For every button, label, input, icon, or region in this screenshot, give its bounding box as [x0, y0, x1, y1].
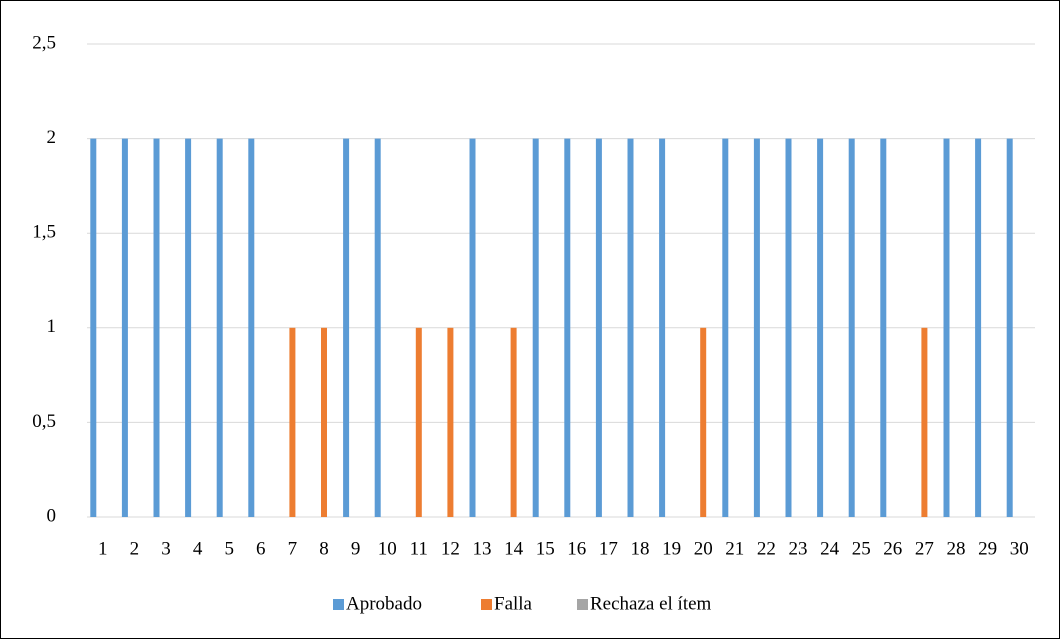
- x-tick-label: 3: [161, 538, 171, 559]
- x-tick-label: 16: [567, 538, 586, 559]
- x-tick-label: 20: [694, 538, 713, 559]
- legend-swatch: [333, 599, 344, 610]
- y-tick-label: 1: [47, 316, 57, 337]
- x-tick-label: 8: [319, 538, 329, 559]
- legend-label: Rechaza el ítem: [590, 593, 712, 614]
- bar: [321, 327, 327, 517]
- x-tick-label: 12: [441, 538, 460, 559]
- x-tick-label: 29: [978, 538, 997, 559]
- legend-label: Falla: [494, 593, 533, 614]
- bar: [374, 138, 381, 517]
- bar: [627, 138, 634, 517]
- x-tick-label: 5: [224, 538, 234, 559]
- bar: [153, 138, 160, 517]
- x-tick-label: 26: [883, 538, 902, 559]
- x-tick-label: 11: [410, 538, 428, 559]
- x-tick-label: 13: [473, 538, 492, 559]
- bar: [848, 138, 855, 517]
- legend-swatch: [481, 599, 492, 610]
- bar: [90, 138, 97, 517]
- bar: [921, 327, 928, 517]
- x-tick-label: 27: [915, 538, 934, 559]
- bar: [659, 138, 666, 517]
- x-tick-label: 7: [288, 538, 298, 559]
- bar: [343, 138, 350, 517]
- x-tick-label: 10: [378, 538, 397, 559]
- x-tick-label: 15: [536, 538, 555, 559]
- y-tick-label: 1,5: [32, 222, 56, 243]
- bar: [785, 138, 792, 517]
- bar: [817, 138, 824, 517]
- legend-label: Aprobado: [346, 593, 422, 614]
- x-tick-label: 19: [662, 538, 681, 559]
- x-tick-label: 28: [947, 538, 966, 559]
- bar: [975, 138, 982, 517]
- bar: [595, 138, 602, 517]
- bar: [510, 327, 517, 517]
- x-tick-label: 18: [631, 538, 650, 559]
- y-tick-label: 0: [47, 505, 57, 526]
- x-tick-label: 4: [193, 538, 203, 559]
- x-tick-label: 22: [757, 538, 776, 559]
- legend-swatch: [577, 599, 588, 610]
- x-tick-label: 24: [820, 538, 840, 559]
- x-tick-label: 6: [256, 538, 266, 559]
- bar: [943, 138, 950, 517]
- x-tick-label: 30: [1010, 538, 1029, 559]
- x-tick-label: 2: [130, 538, 140, 559]
- x-tick-label: 25: [852, 538, 871, 559]
- bar: [415, 327, 422, 517]
- bar: [447, 327, 454, 517]
- bar: [722, 138, 729, 517]
- x-tick-label: 23: [789, 538, 808, 559]
- bar: [880, 138, 887, 517]
- bar: [700, 327, 707, 517]
- bar: [185, 138, 192, 517]
- bar: [289, 327, 296, 517]
- bar: [753, 138, 760, 517]
- x-tick-label: 9: [351, 538, 361, 559]
- bar: [532, 138, 539, 517]
- bar: [216, 138, 223, 517]
- x-tick-label: 21: [725, 538, 744, 559]
- y-tick-label: 0,5: [32, 411, 56, 432]
- bar: [564, 138, 571, 517]
- bar: [1006, 138, 1013, 517]
- x-tick-label: 17: [599, 538, 618, 559]
- bar: [121, 138, 128, 517]
- x-tick-label: 14: [504, 538, 524, 559]
- x-tick-label: 1: [98, 538, 108, 559]
- bar: [469, 138, 476, 517]
- y-tick-label: 2: [47, 127, 57, 148]
- y-tick-label: 2,5: [32, 32, 56, 53]
- bar: [248, 138, 255, 517]
